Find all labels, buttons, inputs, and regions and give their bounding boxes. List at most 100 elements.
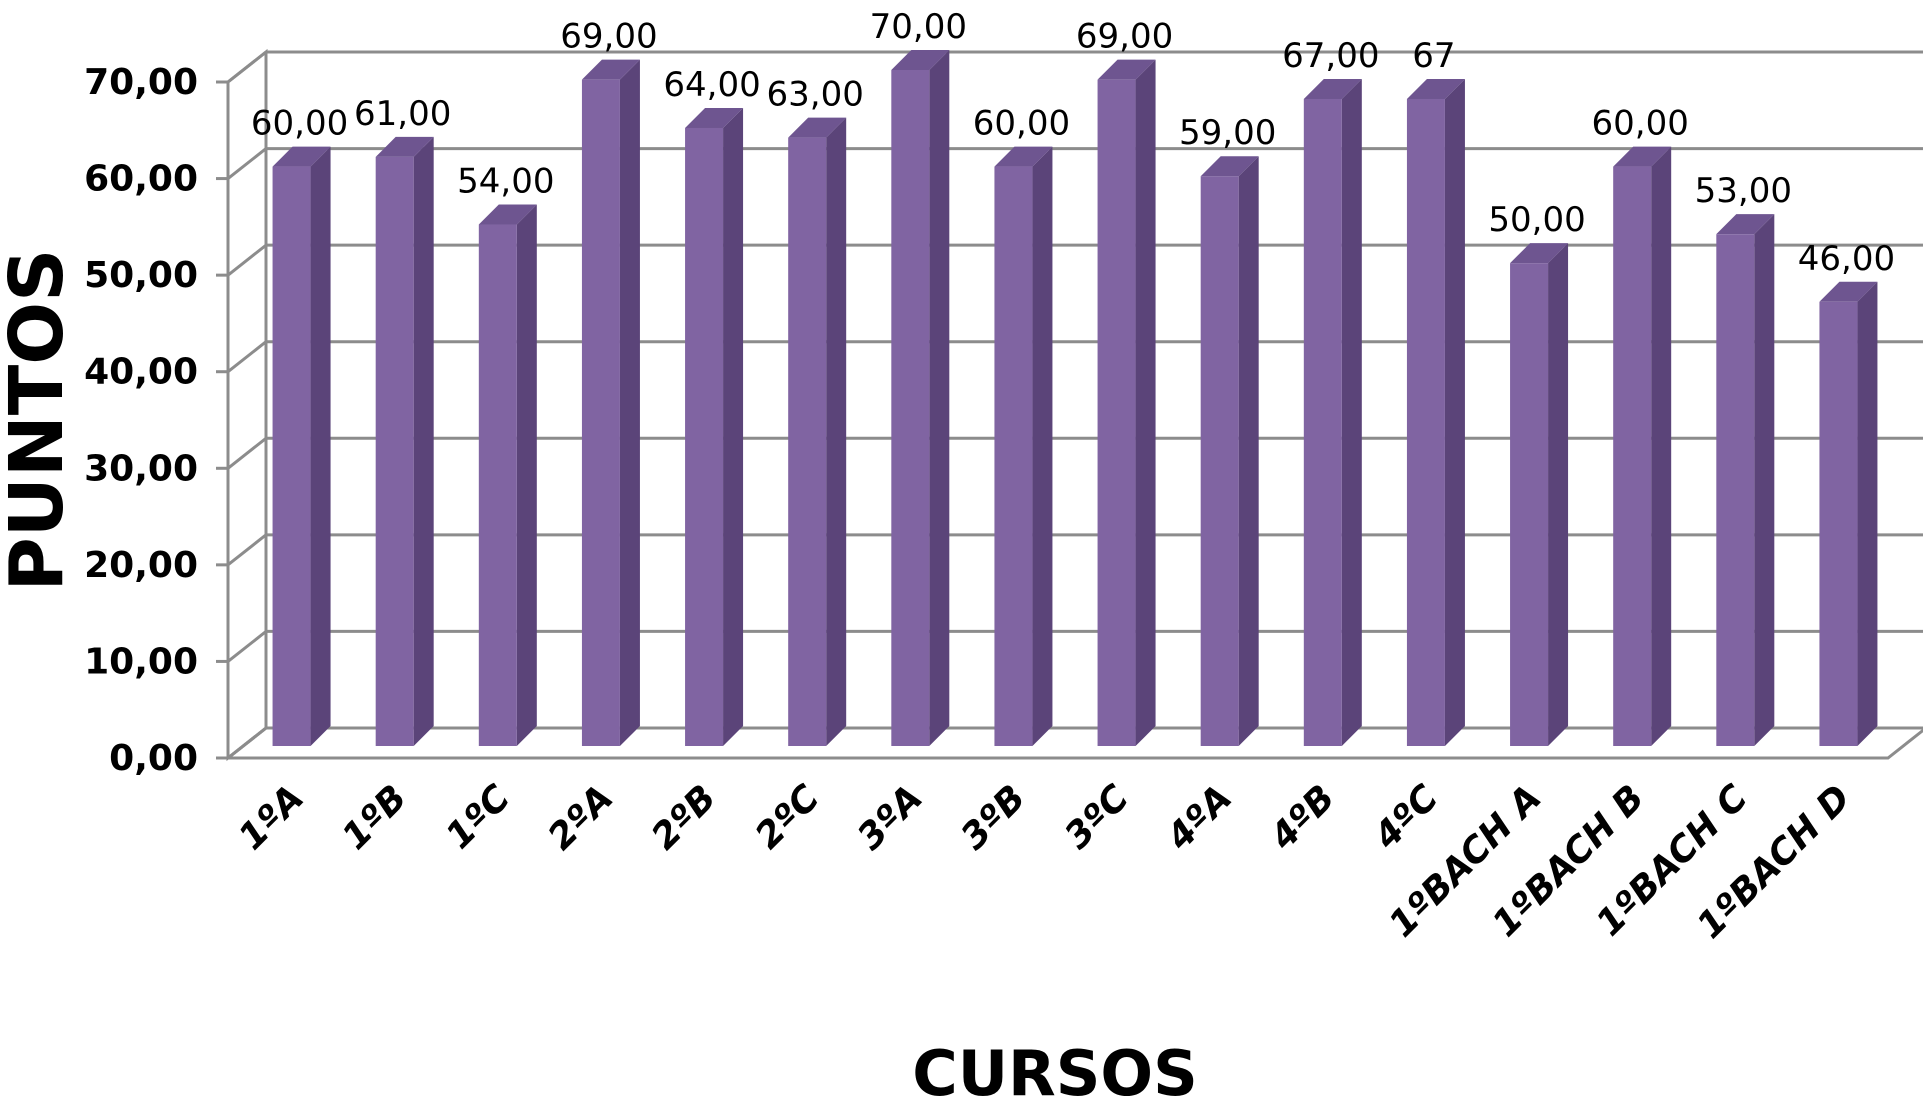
bar [1613, 166, 1652, 747]
bar-top [1200, 156, 1259, 177]
bar [272, 166, 311, 747]
bar-side [723, 107, 744, 746]
bar-top [1303, 78, 1362, 99]
gridline-diagonal [227, 147, 267, 180]
bar [1200, 176, 1239, 746]
bar-top [685, 107, 744, 128]
bar-side [1857, 281, 1878, 746]
gridline-diagonal [227, 340, 267, 373]
bar-side [1238, 156, 1259, 746]
y-tick-label: 30,00 [84, 448, 198, 489]
bar-top [1510, 243, 1569, 264]
x-category-label: 1ºB [335, 777, 415, 857]
data-label: 70,00 [870, 7, 967, 47]
bar-top [1819, 281, 1878, 302]
left-wall [226, 48, 268, 762]
gridline-diagonal [227, 630, 267, 663]
x-category-label: 3ºB [953, 777, 1033, 857]
bar [891, 70, 930, 746]
bar [788, 137, 827, 747]
y-tick-label: 40,00 [84, 352, 198, 393]
bar [375, 156, 414, 746]
bars [272, 50, 1878, 747]
bar-side [1651, 146, 1672, 747]
y-tick-label: 70,00 [84, 62, 198, 103]
y-tick-label: 50,00 [84, 255, 198, 296]
data-label: 53,00 [1695, 171, 1792, 211]
bar-top [994, 146, 1053, 167]
bar-top [1716, 214, 1775, 235]
bar-top [581, 59, 640, 80]
bar-side [1341, 78, 1362, 746]
bar-side [1135, 59, 1156, 746]
data-label: 63,00 [767, 75, 864, 115]
x-category-label: 4ºA [1159, 777, 1240, 858]
gridline-diagonal [227, 533, 267, 567]
data-label: 46,00 [1798, 239, 1895, 279]
bar-side [826, 117, 847, 747]
bar-top [272, 146, 331, 167]
y-tick-label: 20,00 [84, 545, 198, 586]
data-label: 59,00 [1179, 113, 1276, 153]
data-label: 60,00 [973, 104, 1070, 144]
bar-top [891, 50, 950, 70]
bar [1510, 263, 1549, 746]
x-category-label: 3ºA [850, 777, 931, 858]
bar [1303, 98, 1342, 746]
bar [685, 127, 724, 746]
y-tick-label: 60,00 [84, 159, 198, 200]
bar-top [788, 117, 847, 138]
x-category-label: 2ºA [541, 777, 622, 858]
y-tick-label: 0,00 [109, 738, 198, 779]
bar [1716, 234, 1755, 746]
bar [581, 79, 620, 746]
x-category-label: 2ºC [748, 777, 828, 857]
bar-top [1097, 59, 1156, 80]
data-label: 61,00 [354, 94, 451, 134]
bar-side [1032, 146, 1053, 747]
y-tick-label: 10,00 [84, 641, 198, 682]
gridline-diagonal [227, 437, 267, 470]
bar-side [619, 59, 640, 746]
gridline-diagonal [227, 243, 267, 277]
bar-top [1613, 146, 1672, 167]
bar-side [516, 204, 537, 746]
y-axis-ticks: 0,00 10,00 20,00 30,00 40,00 50,00 60,00 70,00 [84, 62, 230, 779]
gridline-diagonal [227, 726, 267, 760]
x-category-label: 1ºA [231, 777, 312, 858]
x-category-label: 2ºB [644, 777, 724, 857]
x-axis-title: CURSOS [912, 1037, 1198, 1104]
data-label: 50,00 [1488, 200, 1585, 240]
bar-side [929, 50, 950, 746]
bar [478, 224, 517, 746]
data-label: 64,00 [663, 65, 760, 105]
bar-side [1444, 78, 1465, 746]
bar-side [1548, 243, 1569, 746]
data-label: 69,00 [1076, 17, 1173, 57]
bar [1406, 98, 1445, 746]
data-label: 54,00 [457, 162, 554, 202]
bar [994, 166, 1033, 747]
data-label: 60,00 [1592, 104, 1689, 144]
bar-side [413, 136, 434, 746]
x-category-label: 4ºC [1366, 777, 1447, 858]
x-category-label: 1ºC [438, 777, 518, 857]
x-category-label: 4ºB [1262, 777, 1343, 858]
bar [1819, 301, 1858, 746]
y-axis-title: PUNTOS [0, 249, 80, 592]
data-label: 69,00 [560, 17, 657, 57]
bar-top [375, 136, 434, 157]
bar [1097, 79, 1136, 746]
bar-top [478, 204, 537, 225]
data-label: 67 [1412, 36, 1455, 76]
x-category-label: 3ºC [1057, 777, 1137, 857]
bar-top [1406, 78, 1465, 99]
gridline-diagonal [227, 50, 267, 84]
bar-side [1754, 214, 1775, 746]
data-label: 60,00 [251, 104, 348, 144]
bar-side [310, 146, 331, 747]
x-axis-labels: 1ºA 1ºB 1ºC 2ºA 2ºB 2ºC 3ºA 3ºB 3ºC 4ºA 4ºB 4ºC1ºBA… [231, 777, 1859, 947]
